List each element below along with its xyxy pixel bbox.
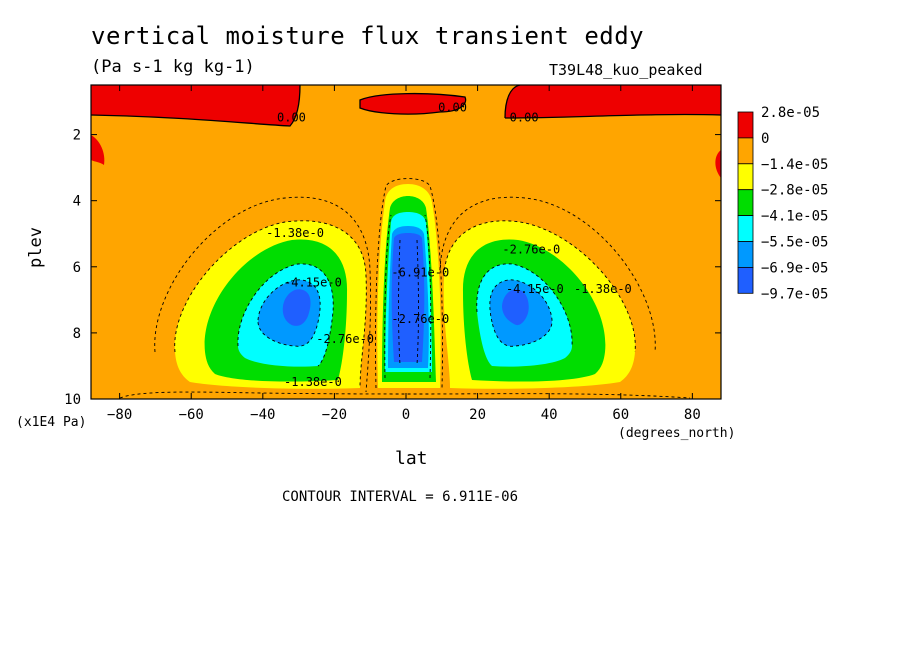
color-legend: 2.8e-05 0 −1.4e-05 −2.8e-05 −4.1e-05 −5.5e-05…	[737, 105, 828, 302]
chart-units: (Pa s-1 kg kg-1)	[91, 57, 255, 77]
y-axis-units: (x1E4 Pa)	[16, 415, 87, 430]
legend-label-5: −5.5e-05	[761, 235, 828, 251]
legend-label-7: −9.7e-05	[761, 286, 828, 302]
fill-red-upper-right	[505, 85, 721, 118]
x-axis: −80 −60 −40 −20 0 20 40 60 80	[107, 85, 701, 423]
contour-label-9: -1.38e-0	[284, 375, 342, 389]
legend-label-2: −1.4e-05	[761, 157, 828, 173]
contour-dashed-right-inner-1	[443, 220, 636, 353]
contour-dashed-right-inner-2	[476, 263, 573, 347]
run-label: T39L48_kuo_peaked	[549, 61, 703, 79]
legend-label-0: 2.8e-05	[761, 105, 820, 121]
contour-dashed-right-inner-3	[489, 279, 553, 347]
fill-red-edge-right	[715, 150, 721, 178]
y-axis: 2 4 6 8 10	[64, 128, 721, 408]
contour-label-5: -1.38e-0	[574, 282, 632, 296]
x-tick-label-4: 0	[402, 407, 410, 423]
legend-swatch-red	[737, 111, 754, 139]
legend-label-4: −4.1e-05	[761, 209, 828, 225]
fill-blue-left	[282, 289, 311, 326]
contour-interval-note: CONTOUR INTERVAL = 6.911E-06	[282, 489, 519, 505]
fill-red-edge-left	[91, 135, 105, 165]
legend-swatch-cyan	[737, 215, 754, 242]
x-axis-units: (degrees_north)	[618, 426, 736, 441]
contour-dashed-outer-left	[154, 196, 371, 393]
contour-label-10: -2.76e-0	[391, 312, 449, 326]
contour-dashed-left-inner-3	[257, 279, 321, 347]
contour-label-3: -1.38e-0	[266, 226, 324, 240]
fill-blue-right	[502, 289, 529, 326]
contour-zero-right	[504, 85, 721, 119]
contour-label-6: -4.15e-0	[506, 282, 564, 296]
contour-label-11: -6.91e-0	[391, 266, 449, 280]
x-tick-label-0: −80	[107, 407, 132, 423]
contour-label-0: 0.00	[277, 110, 306, 124]
legend-swatch-blue	[737, 266, 754, 294]
contour-zero-left	[91, 85, 301, 127]
contour-dashed-center-1	[384, 214, 392, 379]
plot-area: 0.00 0.00 0.00 -1.38e-0 -2.76e-0 -1.38e-0 -4.1…	[91, 85, 721, 399]
legend-swatch-yellow	[737, 163, 754, 191]
y-tick-label-0: 2	[73, 128, 81, 144]
x-tick-label-7: 60	[612, 407, 629, 423]
contour-zero-center	[359, 92, 467, 115]
x-tick-label-6: 40	[541, 407, 558, 423]
contour-dashed-bottom	[119, 391, 691, 399]
contour-dashed-center-4	[416, 239, 419, 366]
contour-dashed-left-inner-1	[174, 220, 367, 389]
legend-swatch-green	[737, 189, 754, 216]
fill-red-upper-left	[91, 85, 300, 126]
fill-red-upper-center	[360, 93, 466, 115]
x-axis-label: lat	[395, 448, 428, 469]
x-tick-label-8: 80	[684, 407, 701, 423]
y-tick-label-3: 8	[73, 326, 81, 342]
y-tick-label-2: 6	[73, 260, 81, 276]
contour-label-7: -4.15e-0	[284, 276, 342, 290]
contour-labels: 0.00 0.00 0.00 -1.38e-0 -2.76e-0 -1.38e-0 -4.1…	[266, 100, 632, 388]
contour-label-1: 0.00	[438, 100, 467, 114]
legend-label-1: 0	[761, 131, 769, 147]
contour-label-2: 0.00	[510, 110, 539, 124]
x-tick-label-5: 20	[469, 407, 486, 423]
contour-dashed-center-outer	[375, 178, 443, 389]
legend-swatch-orange	[737, 137, 754, 165]
x-tick-label-3: −20	[322, 407, 347, 423]
y-tick-label-1: 4	[73, 194, 81, 210]
contour-dashed-center-2	[424, 214, 432, 379]
contour-dashed-outer-right	[439, 196, 656, 353]
legend-swatch-lightblue	[737, 241, 754, 268]
contour-dashed-center-3	[398, 239, 401, 366]
chart-title: vertical moisture flux transient eddy	[91, 22, 645, 50]
x-tick-label-2: −40	[250, 407, 275, 423]
y-tick-label-4: 10	[64, 392, 81, 408]
fill-blue-center	[391, 233, 425, 362]
contour-label-8: -2.76e-0	[316, 332, 374, 346]
legend-label-6: −6.9e-05	[761, 260, 828, 276]
legend-label-3: −2.8e-05	[761, 183, 828, 199]
x-tick-label-1: −60	[179, 407, 204, 423]
contour-label-4: -2.76e-0	[502, 243, 560, 257]
